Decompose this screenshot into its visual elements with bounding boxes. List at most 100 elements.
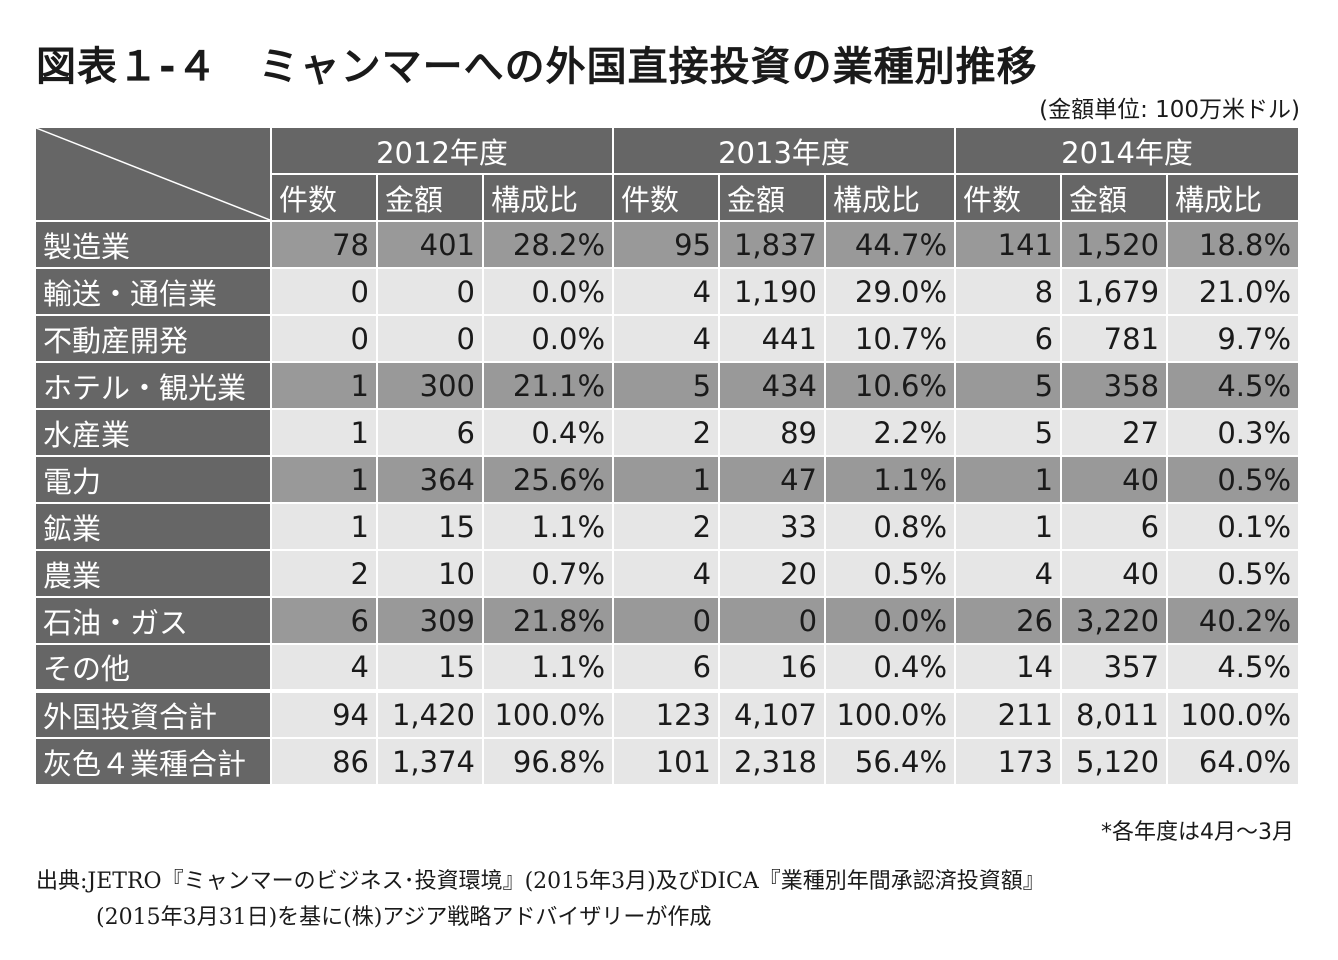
cell-2012-count: 86 [270, 737, 378, 786]
cell-2013-share: 10.7% [824, 314, 957, 363]
cell-2014-count: 4 [954, 549, 1063, 598]
cell-2012-amount: 1,374 [376, 737, 484, 786]
cell-2012-count: 1 [270, 408, 378, 457]
cell-2012-count: 6 [270, 596, 378, 645]
cell-2012-amount: 15 [376, 643, 484, 692]
cell-2012-share: 0.4% [481, 408, 615, 457]
cell-2012-amount: 0 [376, 314, 484, 363]
cell-2013-share: 100.0% [824, 689, 957, 739]
cell-2014-count: 6 [954, 314, 1063, 363]
cell-2014-amount: 1,679 [1060, 267, 1169, 316]
sub-header-amount: 金額 [1060, 173, 1169, 222]
cell-2013-count: 123 [612, 689, 721, 739]
cell-2013-share: 1.1% [824, 455, 957, 504]
cell-2013-share: 0.5% [824, 549, 957, 598]
row-label: 電力 [34, 455, 272, 504]
cell-2013-share: 56.4% [824, 737, 957, 786]
table-row: 不動産開発 0 0 0.0% 4 441 10.7% 6 781 9.7% [34, 314, 1301, 363]
year-header-2014: 2014年度 [954, 126, 1301, 175]
cell-2013-count: 0 [612, 596, 721, 645]
cell-2012-count: 1 [270, 502, 378, 551]
unit-label: (金額単位: 100万米ドル) [1039, 97, 1300, 123]
cell-2014-share: 18.8% [1166, 220, 1301, 269]
diagonal-line-icon [37, 129, 269, 219]
cell-2014-amount: 3,220 [1060, 596, 1169, 645]
year-header-row: 2012年度 2013年度 2014年度 [34, 126, 1301, 222]
cell-2013-count: 101 [612, 737, 721, 786]
cell-2014-count: 14 [954, 643, 1063, 692]
cell-2014-count: 1 [954, 455, 1063, 504]
cell-2014-amount: 358 [1060, 361, 1169, 410]
table-row: 水産業 1 6 0.4% 2 89 2.2% 5 27 0.3% [34, 408, 1301, 457]
cell-2013-count: 4 [612, 267, 721, 316]
cell-2013-share: 0.0% [824, 596, 957, 645]
cell-2014-count: 1 [954, 502, 1063, 551]
cell-2014-share: 0.5% [1166, 455, 1301, 504]
sub-header-row: 件数 金額 構成比 件数 金額 構成比 件数 金額 構成比 [35, 173, 1301, 222]
row-label: 外国投資合計 [34, 689, 272, 739]
source-line-1: 出典:JETRO『ミャンマーのビジネス･投資環境』(2015年3月)及びDICA… [36, 869, 1045, 894]
table-row: ホテル・観光業 1 300 21.1% 5 434 10.6% 5 358 4.5% [34, 361, 1301, 410]
cell-2012-share: 96.8% [481, 737, 615, 786]
row-label: 鉱業 [34, 502, 272, 551]
cell-2012-amount: 309 [376, 596, 484, 645]
cell-2013-count: 6 [612, 643, 721, 692]
cell-2014-amount: 40 [1060, 455, 1169, 504]
cell-2012-count: 78 [270, 220, 378, 269]
cell-2013-count: 2 [612, 408, 721, 457]
page-title: 図表１-４ ミャンマーへの外国直接投資の業種別推移 [36, 44, 1038, 90]
table-row: 電力 1 364 25.6% 1 47 1.1% 1 40 0.5% [34, 455, 1301, 504]
cell-2012-count: 0 [270, 267, 378, 316]
table-row: 製造業 78 401 28.2% 95 1,837 44.7% 141 1,520 18.8% [34, 220, 1301, 269]
cell-2012-amount: 1,420 [376, 689, 484, 739]
cell-2013-amount: 2,318 [718, 737, 827, 786]
cell-2013-share: 0.8% [824, 502, 957, 551]
cell-2014-count: 8 [954, 267, 1063, 316]
row-label: 不動産開発 [34, 314, 272, 363]
sub-header-count: 件数 [612, 173, 721, 222]
cell-2014-amount: 357 [1060, 643, 1169, 692]
cell-2013-count: 2 [612, 502, 721, 551]
table-row: 外国投資合計 94 1,420 100.0% 123 4,107 100.0% 211 8,01… [34, 689, 1301, 739]
cell-2012-count: 4 [270, 643, 378, 692]
row-label: 製造業 [34, 220, 272, 269]
cell-2014-share: 64.0% [1166, 737, 1301, 786]
cell-2012-share: 100.0% [481, 689, 615, 739]
cell-2012-share: 0.0% [481, 267, 615, 316]
cell-2014-share: 0.1% [1166, 502, 1301, 551]
cell-2012-share: 21.8% [481, 596, 615, 645]
cell-2012-count: 2 [270, 549, 378, 598]
cell-2014-count: 211 [954, 689, 1063, 739]
cell-2012-share: 1.1% [481, 643, 615, 692]
cell-2012-share: 21.1% [481, 361, 615, 410]
cell-2012-share: 0.0% [481, 314, 615, 363]
cell-2013-amount: 1,837 [718, 220, 827, 269]
cell-2014-share: 100.0% [1166, 689, 1301, 739]
cell-2012-share: 1.1% [481, 502, 615, 551]
fdi-table: 2012年度 2013年度 2014年度 件数 金額 構成比 件数 金額 構成比… [34, 126, 1301, 786]
cell-2012-amount: 401 [376, 220, 484, 269]
cell-2014-share: 21.0% [1166, 267, 1301, 316]
cell-2014-share: 0.3% [1166, 408, 1301, 457]
row-label: ホテル・観光業 [34, 361, 272, 410]
cell-2014-amount: 6 [1060, 502, 1169, 551]
cell-2013-count: 4 [612, 549, 721, 598]
cell-2014-count: 26 [954, 596, 1063, 645]
cell-2013-count: 5 [612, 361, 721, 410]
cell-2013-count: 4 [612, 314, 721, 363]
sub-header-count: 件数 [954, 173, 1063, 222]
table-row: 灰色４業種合計 86 1,374 96.8% 101 2,318 56.4% 173 5,120… [34, 737, 1301, 786]
cell-2013-amount: 0 [718, 596, 827, 645]
cell-2012-amount: 364 [376, 455, 484, 504]
fiscal-year-note: *各年度は4月～3月 [1101, 820, 1294, 845]
cell-2013-amount: 441 [718, 314, 827, 363]
corner-cell [34, 126, 272, 222]
cell-2014-amount: 1,520 [1060, 220, 1169, 269]
sub-header-amount: 金額 [376, 173, 484, 222]
cell-2014-share: 4.5% [1166, 643, 1301, 692]
table-row: 鉱業 1 15 1.1% 2 33 0.8% 1 6 0.1% [34, 502, 1301, 551]
cell-2012-count: 0 [270, 314, 378, 363]
sub-header-share: 構成比 [1166, 173, 1301, 222]
cell-2013-amount: 16 [718, 643, 827, 692]
cell-2012-count: 94 [270, 689, 378, 739]
